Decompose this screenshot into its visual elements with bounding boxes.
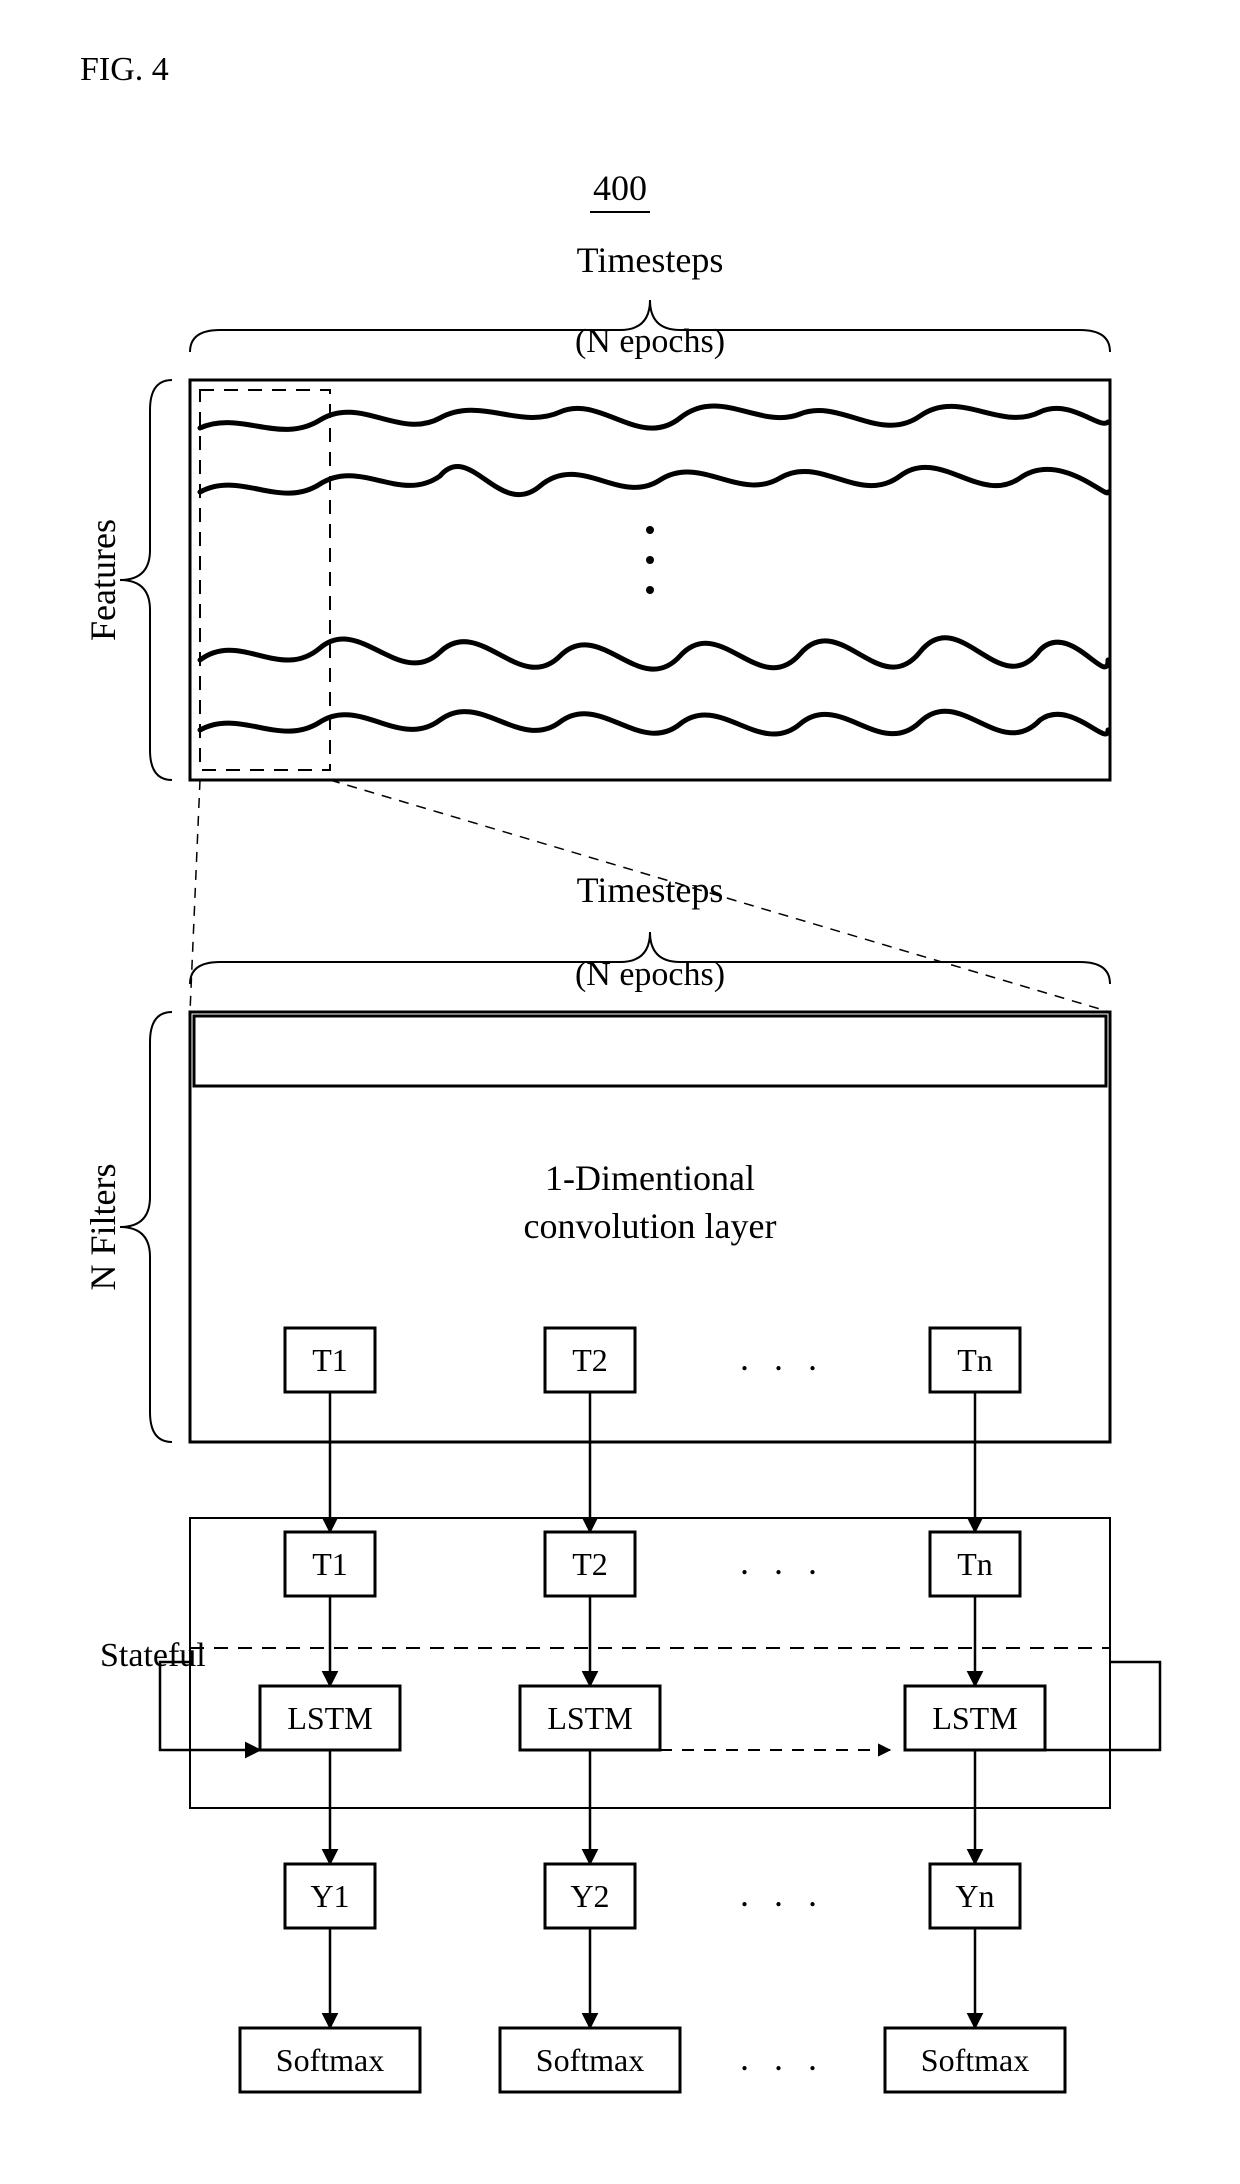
ellipsis: . . . <box>740 1874 825 1914</box>
t1-node-label: T2 <box>572 1342 608 1378</box>
y-node-label: Y1 <box>310 1878 349 1914</box>
t2-node-label: T2 <box>572 1546 608 1582</box>
n-epochs-label-2: (N epochs) <box>575 956 725 993</box>
softmax-node-label: Softmax <box>276 2042 384 2078</box>
n-epochs-label-1: (N epochs) <box>575 323 725 360</box>
ellipsis: . . . <box>740 1542 825 1582</box>
conv-label-2: convolution layer <box>524 1206 777 1246</box>
softmax-node-label: Softmax <box>536 2042 644 2078</box>
lstm-node-label: LSTM <box>932 1700 1017 1736</box>
ellipsis-dot <box>646 556 654 564</box>
ellipsis: . . . <box>740 2038 825 2078</box>
ellipsis-dot <box>646 526 654 534</box>
timesteps-label-1: Timesteps <box>577 240 724 280</box>
y-node-label: Yn <box>955 1878 994 1914</box>
ellipsis: . . . <box>740 1338 825 1378</box>
timesteps-label-2: Timesteps <box>577 870 724 910</box>
diagram-svg: FIG. 4 400 Timesteps (N epochs) Features Time… <box>0 0 1240 2184</box>
t2-node-label: Tn <box>957 1546 993 1582</box>
n-filters-label: N Filters <box>83 1163 123 1290</box>
t1-node-label: T1 <box>312 1342 348 1378</box>
conv-label-1: 1-Dimentional <box>545 1158 755 1198</box>
softmax-node-label: Softmax <box>921 2042 1029 2078</box>
ellipsis-dot <box>646 586 654 594</box>
stateful-label: Stateful <box>100 1637 206 1674</box>
features-label: Features <box>83 519 123 641</box>
lstm-node-label: LSTM <box>287 1700 372 1736</box>
lstm-node-label: LSTM <box>547 1700 632 1736</box>
y-node-label: Y2 <box>570 1878 609 1914</box>
figure-label: FIG. 4 <box>80 51 169 88</box>
t2-node-label: T1 <box>312 1546 348 1582</box>
ref-number: 400 <box>593 168 647 208</box>
t1-node-label: Tn <box>957 1342 993 1378</box>
